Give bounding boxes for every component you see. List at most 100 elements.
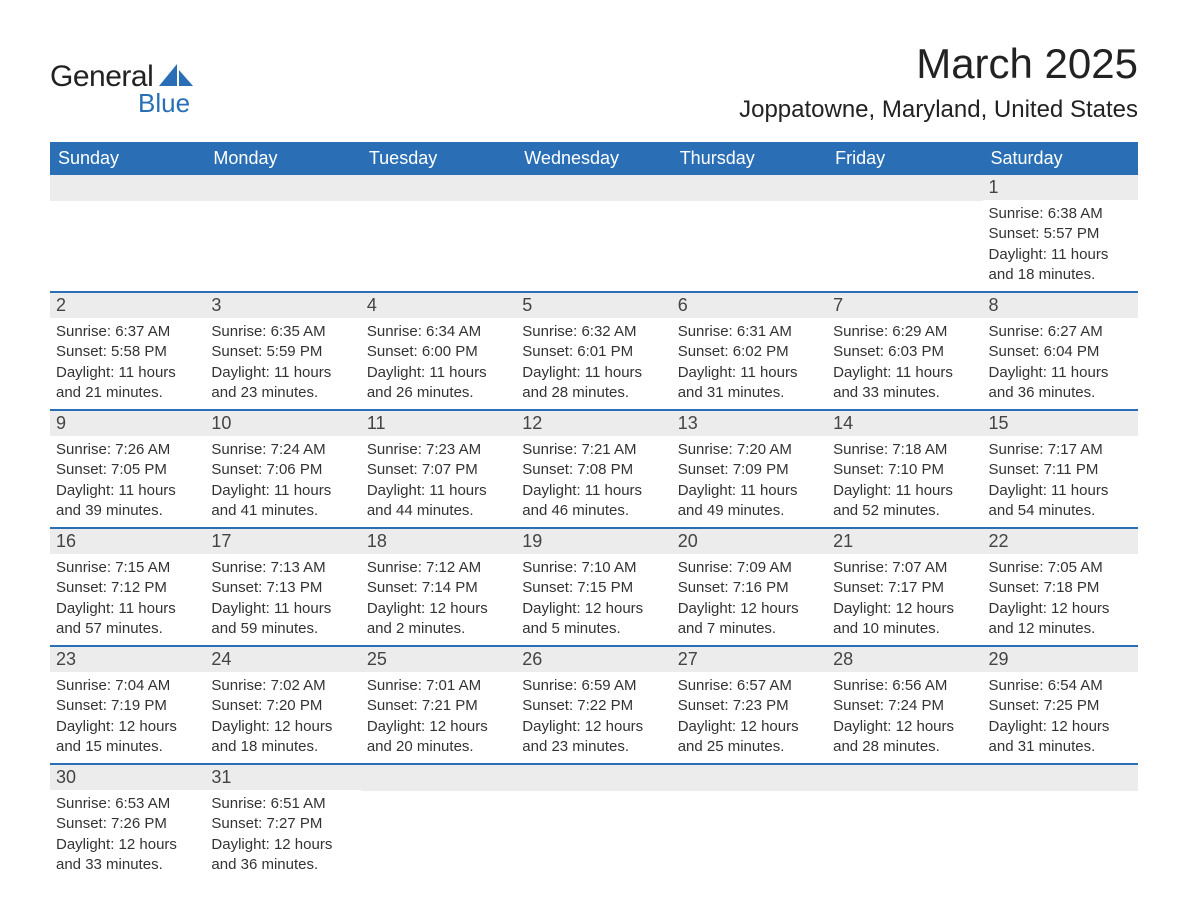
day-sunrise: Sunrise: 7:24 AM xyxy=(211,440,354,460)
day-number: 2 xyxy=(50,293,205,318)
day-daylight2: and 2 minutes. xyxy=(367,619,510,639)
day-daylight2: and 46 minutes. xyxy=(522,501,665,521)
calendar-day-cell: 14Sunrise: 7:18 AMSunset: 7:10 PMDayligh… xyxy=(827,410,982,528)
col-monday: Monday xyxy=(205,142,360,175)
day-data: Sunrise: 6:38 AMSunset: 5:57 PMDaylight:… xyxy=(983,200,1138,291)
day-sunset: Sunset: 7:22 PM xyxy=(522,696,665,716)
day-number: 26 xyxy=(516,647,671,672)
day-data: Sunrise: 6:59 AMSunset: 7:22 PMDaylight:… xyxy=(516,672,671,763)
day-number xyxy=(361,175,516,201)
day-daylight1: Daylight: 12 hours xyxy=(211,835,354,855)
day-sunset: Sunset: 5:59 PM xyxy=(211,342,354,362)
day-daylight2: and 5 minutes. xyxy=(522,619,665,639)
day-number: 9 xyxy=(50,411,205,436)
day-daylight1: Daylight: 12 hours xyxy=(678,717,821,737)
day-number: 27 xyxy=(672,647,827,672)
day-number: 16 xyxy=(50,529,205,554)
day-number: 4 xyxy=(361,293,516,318)
day-data: Sunrise: 6:54 AMSunset: 7:25 PMDaylight:… xyxy=(983,672,1138,763)
col-thursday: Thursday xyxy=(672,142,827,175)
day-sunset: Sunset: 6:01 PM xyxy=(522,342,665,362)
calendar-day-cell: 13Sunrise: 7:20 AMSunset: 7:09 PMDayligh… xyxy=(672,410,827,528)
day-daylight1: Daylight: 11 hours xyxy=(678,363,821,383)
day-data: Sunrise: 6:37 AMSunset: 5:58 PMDaylight:… xyxy=(50,318,205,409)
day-daylight1: Daylight: 11 hours xyxy=(211,363,354,383)
day-sunset: Sunset: 6:02 PM xyxy=(678,342,821,362)
col-wednesday: Wednesday xyxy=(516,142,671,175)
location-subtitle: Joppatowne, Maryland, United States xyxy=(739,96,1138,124)
day-sunset: Sunset: 7:07 PM xyxy=(367,460,510,480)
day-data: Sunrise: 7:02 AMSunset: 7:20 PMDaylight:… xyxy=(205,672,360,763)
day-sunset: Sunset: 7:25 PM xyxy=(989,696,1132,716)
calendar-day-cell: 16Sunrise: 7:15 AMSunset: 7:12 PMDayligh… xyxy=(50,528,205,646)
calendar-day-cell: 27Sunrise: 6:57 AMSunset: 7:23 PMDayligh… xyxy=(672,646,827,764)
day-data: Sunrise: 7:04 AMSunset: 7:19 PMDaylight:… xyxy=(50,672,205,763)
day-number: 18 xyxy=(361,529,516,554)
day-sunrise: Sunrise: 7:01 AM xyxy=(367,676,510,696)
day-sunset: Sunset: 7:08 PM xyxy=(522,460,665,480)
day-data: Sunrise: 7:07 AMSunset: 7:17 PMDaylight:… xyxy=(827,554,982,645)
brand-logo: General Blue xyxy=(50,60,193,119)
calendar-week-row: 2Sunrise: 6:37 AMSunset: 5:58 PMDaylight… xyxy=(50,292,1138,410)
calendar-week-row: 9Sunrise: 7:26 AMSunset: 7:05 PMDaylight… xyxy=(50,410,1138,528)
col-tuesday: Tuesday xyxy=(361,142,516,175)
calendar-day-cell: 18Sunrise: 7:12 AMSunset: 7:14 PMDayligh… xyxy=(361,528,516,646)
col-friday: Friday xyxy=(827,142,982,175)
day-daylight2: and 52 minutes. xyxy=(833,501,976,521)
day-sunset: Sunset: 7:24 PM xyxy=(833,696,976,716)
day-daylight1: Daylight: 11 hours xyxy=(833,363,976,383)
day-number: 7 xyxy=(827,293,982,318)
col-sunday: Sunday xyxy=(50,142,205,175)
day-daylight1: Daylight: 11 hours xyxy=(989,481,1132,501)
day-daylight1: Daylight: 11 hours xyxy=(833,481,976,501)
day-number xyxy=(361,765,516,791)
day-data: Sunrise: 7:23 AMSunset: 7:07 PMDaylight:… xyxy=(361,436,516,527)
day-number: 17 xyxy=(205,529,360,554)
day-daylight1: Daylight: 12 hours xyxy=(522,717,665,737)
day-daylight1: Daylight: 11 hours xyxy=(989,363,1132,383)
day-data: Sunrise: 7:20 AMSunset: 7:09 PMDaylight:… xyxy=(672,436,827,527)
day-data xyxy=(361,791,516,861)
day-daylight2: and 31 minutes. xyxy=(678,383,821,403)
day-daylight2: and 44 minutes. xyxy=(367,501,510,521)
day-number: 22 xyxy=(983,529,1138,554)
sun-calendar-table: Sunday Monday Tuesday Wednesday Thursday… xyxy=(50,142,1138,881)
day-data xyxy=(983,791,1138,861)
day-data: Sunrise: 6:56 AMSunset: 7:24 PMDaylight:… xyxy=(827,672,982,763)
day-daylight2: and 36 minutes. xyxy=(989,383,1132,403)
day-number xyxy=(50,175,205,201)
day-sunrise: Sunrise: 6:29 AM xyxy=(833,322,976,342)
calendar-day-cell: 5Sunrise: 6:32 AMSunset: 6:01 PMDaylight… xyxy=(516,292,671,410)
day-data: Sunrise: 6:31 AMSunset: 6:02 PMDaylight:… xyxy=(672,318,827,409)
day-number: 30 xyxy=(50,765,205,790)
day-number xyxy=(516,765,671,791)
day-data: Sunrise: 7:13 AMSunset: 7:13 PMDaylight:… xyxy=(205,554,360,645)
day-sunset: Sunset: 7:20 PM xyxy=(211,696,354,716)
day-number: 19 xyxy=(516,529,671,554)
calendar-week-row: 23Sunrise: 7:04 AMSunset: 7:19 PMDayligh… xyxy=(50,646,1138,764)
day-sunset: Sunset: 7:18 PM xyxy=(989,578,1132,598)
calendar-day-cell xyxy=(516,764,671,881)
page-header: General Blue March 2025 Joppatowne, Mary… xyxy=(50,40,1138,124)
calendar-day-cell: 12Sunrise: 7:21 AMSunset: 7:08 PMDayligh… xyxy=(516,410,671,528)
day-sunrise: Sunrise: 6:54 AM xyxy=(989,676,1132,696)
day-sunrise: Sunrise: 6:56 AM xyxy=(833,676,976,696)
calendar-day-cell: 11Sunrise: 7:23 AMSunset: 7:07 PMDayligh… xyxy=(361,410,516,528)
calendar-day-cell xyxy=(516,175,671,292)
day-daylight2: and 28 minutes. xyxy=(833,737,976,757)
calendar-day-cell: 4Sunrise: 6:34 AMSunset: 6:00 PMDaylight… xyxy=(361,292,516,410)
day-sunrise: Sunrise: 6:51 AM xyxy=(211,794,354,814)
day-daylight1: Daylight: 11 hours xyxy=(56,363,199,383)
day-daylight2: and 31 minutes. xyxy=(989,737,1132,757)
calendar-day-cell: 10Sunrise: 7:24 AMSunset: 7:06 PMDayligh… xyxy=(205,410,360,528)
month-title: March 2025 xyxy=(739,40,1138,88)
day-daylight2: and 12 minutes. xyxy=(989,619,1132,639)
day-sunrise: Sunrise: 7:02 AM xyxy=(211,676,354,696)
day-daylight1: Daylight: 12 hours xyxy=(833,717,976,737)
day-daylight1: Daylight: 12 hours xyxy=(56,717,199,737)
logo-sail-icon xyxy=(159,64,193,91)
calendar-day-cell: 30Sunrise: 6:53 AMSunset: 7:26 PMDayligh… xyxy=(50,764,205,881)
calendar-week-row: 1Sunrise: 6:38 AMSunset: 5:57 PMDaylight… xyxy=(50,175,1138,292)
calendar-day-cell: 8Sunrise: 6:27 AMSunset: 6:04 PMDaylight… xyxy=(983,292,1138,410)
day-daylight1: Daylight: 11 hours xyxy=(989,245,1132,265)
